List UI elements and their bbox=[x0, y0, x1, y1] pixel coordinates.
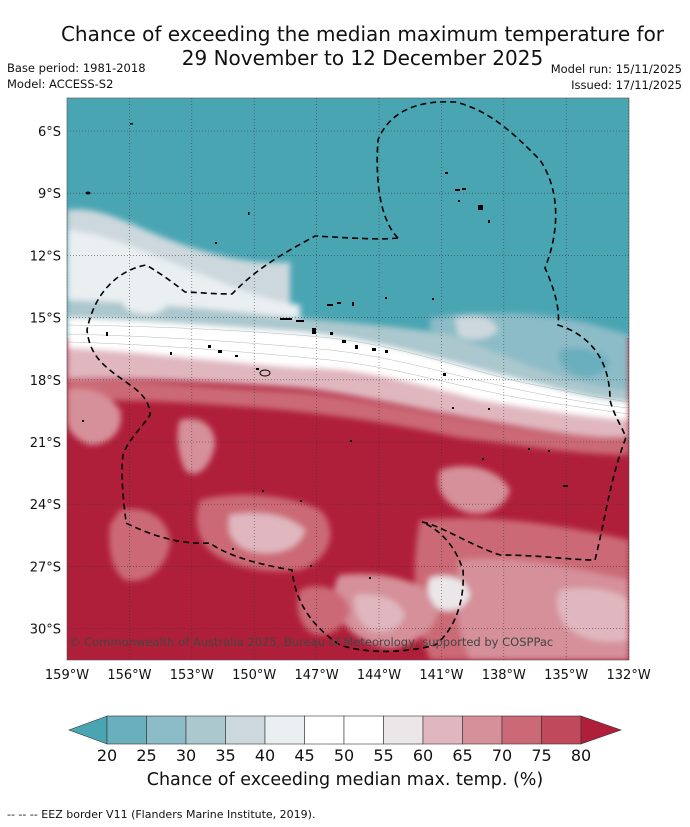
title-line-2: 29 November to 12 December 2025 bbox=[181, 46, 544, 70]
colorbar-tick-label: 35 bbox=[215, 746, 235, 765]
colorbar-tick-label: 55 bbox=[373, 746, 393, 765]
colorbar-swatch bbox=[146, 715, 187, 745]
colorbar-extend-low bbox=[68, 715, 108, 745]
colorbar-swatch bbox=[264, 715, 305, 745]
colorbar-tick-label: 40 bbox=[255, 746, 275, 765]
lon-tick-label: 144°W bbox=[357, 668, 401, 683]
colorbar-swatch bbox=[422, 715, 463, 745]
lon-tick-label: 159°W bbox=[45, 668, 89, 683]
colorbar-swatch bbox=[501, 715, 542, 745]
title-line-1: Chance of exceeding the median maximum t… bbox=[60, 22, 665, 46]
lon-tick-label: 138°W bbox=[482, 668, 526, 683]
map-title: Chance of exceeding the median maximum t… bbox=[40, 22, 685, 70]
colorbar-swatch bbox=[304, 715, 345, 745]
latitude-labels: 6°S 9°S 12°S 15°S 18°S 21°S 24°S 27°S 30°S bbox=[30, 125, 61, 638]
model-run: Model run: 15/11/2025 bbox=[550, 62, 682, 76]
gridlines bbox=[67, 98, 629, 660]
colorbar-label: Chance of exceeding median max. temp. (%… bbox=[146, 770, 544, 790]
colorbar-tick-label: 45 bbox=[294, 746, 314, 765]
lat-tick-label: 18°S bbox=[30, 374, 61, 389]
lat-tick-label: 30°S bbox=[30, 623, 61, 638]
colorbar-swatch bbox=[185, 715, 226, 745]
copyright-text: © Commonwealth of Australia 2025, Bureau… bbox=[69, 635, 553, 649]
meta-left: Base period: 1981-2018 Model: ACCESS-S2 bbox=[7, 60, 146, 92]
colorbar-swatch bbox=[541, 715, 582, 745]
colorbar-tick-label: 60 bbox=[413, 746, 433, 765]
lon-tick-label: 141°W bbox=[419, 668, 463, 683]
lat-tick-label: 12°S bbox=[30, 249, 61, 264]
map-plot-area bbox=[67, 98, 629, 660]
eez-borders bbox=[86, 100, 627, 653]
lon-tick-label: 132°W bbox=[607, 668, 651, 683]
colorbar-swatch bbox=[225, 715, 266, 745]
colorbar-tick-label: 70 bbox=[492, 746, 512, 765]
longitude-labels: 159°W 156°W 153°W 150°W 147°W 144°W 141°W 138°W… bbox=[45, 668, 651, 683]
lat-tick-label: 15°S bbox=[30, 312, 61, 327]
lat-tick-label: 27°S bbox=[30, 560, 61, 575]
meta-right: Model run: 15/11/2025 Issued: 17/11/2025 bbox=[551, 61, 682, 93]
lon-tick-label: 147°W bbox=[295, 668, 339, 683]
islands bbox=[82, 123, 568, 579]
colorbar-swatch bbox=[106, 715, 147, 745]
colorbar-tick-label: 50 bbox=[334, 746, 354, 765]
map-frame bbox=[66, 97, 630, 661]
contour-lines bbox=[67, 324, 629, 415]
probability-field bbox=[67, 209, 629, 660]
issued-date: Issued: 17/11/2025 bbox=[571, 78, 682, 92]
lon-tick-label: 153°W bbox=[170, 668, 214, 683]
model-name: Model: ACCESS-S2 bbox=[7, 77, 114, 91]
colorbar-tick-label: 75 bbox=[531, 746, 551, 765]
colorbar-tick-label: 20 bbox=[97, 746, 117, 765]
colorbar-tick-label: 30 bbox=[176, 746, 196, 765]
lon-tick-label: 150°W bbox=[232, 668, 276, 683]
eez-legend-note: -- -- -- EEZ border V11 (Flanders Marine… bbox=[7, 808, 316, 821]
colorbar-swatch bbox=[462, 715, 503, 745]
colorbar-tick-label: 80 bbox=[571, 746, 591, 765]
colorbar-swatch bbox=[343, 715, 384, 745]
base-period: Base period: 1981-2018 bbox=[7, 61, 146, 75]
lat-tick-label: 6°S bbox=[38, 125, 61, 140]
colorbar-extend-high bbox=[580, 715, 622, 745]
lat-tick-label: 9°S bbox=[38, 187, 61, 202]
colorbar-tick-label: 65 bbox=[452, 746, 472, 765]
colorbar: 20 25 30 35 40 45 50 55 60 65 70 75 80 bbox=[68, 715, 622, 765]
lon-tick-label: 135°W bbox=[544, 668, 588, 683]
lat-tick-label: 21°S bbox=[30, 436, 61, 451]
lat-tick-label: 24°S bbox=[30, 498, 61, 513]
lon-tick-label: 156°W bbox=[107, 668, 151, 683]
colorbar-swatch bbox=[383, 715, 424, 745]
colorbar-tick-label: 25 bbox=[136, 746, 156, 765]
